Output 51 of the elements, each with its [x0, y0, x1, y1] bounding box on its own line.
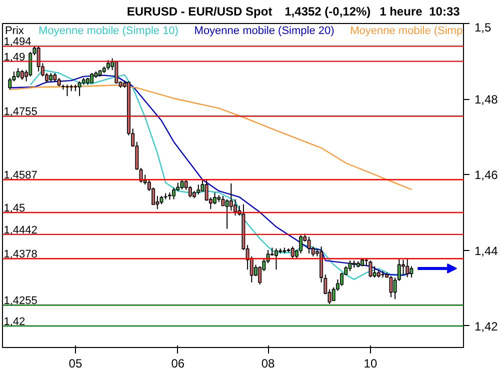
y-tick-label: 1,48: [474, 92, 498, 107]
text: 10:33: [429, 4, 460, 18]
text: Moyenne mobile (Simple 10): [38, 25, 178, 38]
ref-line-label: 1,4755: [4, 106, 38, 118]
candlestick: [221, 195, 225, 206]
ref-line-label: 1,4442: [4, 224, 38, 236]
ref-line-label: 1,45: [4, 202, 26, 215]
ref-line-label: 1,4378: [4, 248, 38, 261]
text: Moyenne mobile (Simp: [350, 25, 463, 38]
candlestick: [389, 276, 393, 298]
y-tick-label: 1,44: [474, 244, 498, 258]
y-axis-title: Prix: [4, 25, 24, 38]
y-tick-label: 1,5: [474, 20, 492, 34]
candlestick: [8, 77, 12, 90]
text: 1,4352 (-0,12%): [284, 4, 371, 18]
text: Moyenne mobile (Simple 20): [194, 25, 334, 38]
ref-line-label: 1,4255: [4, 295, 38, 308]
x-tick-label: 10: [364, 356, 378, 370]
candlestick: [180, 180, 184, 190]
candlestick: [16, 68, 20, 78]
chart-title: EURUSD - EUR/USD Spot: [126, 4, 272, 18]
candlestick: [213, 192, 216, 205]
candlestick: [229, 182, 233, 212]
ref-line-label: 1,42: [4, 316, 26, 328]
candlestick: [234, 198, 237, 216]
candlestick: [406, 258, 410, 278]
text: 1 heure: [380, 4, 423, 18]
ref-line-label: 1,4587: [4, 170, 38, 182]
candlestick: [20, 70, 24, 80]
x-tick-label: 06: [171, 356, 185, 370]
y-tick-label: 1,42: [474, 319, 498, 334]
candlestick: [368, 260, 372, 278]
ref-line-label: 1,494: [4, 36, 32, 48]
candlestick: [410, 266, 414, 278]
ref-line-label: 1,49: [4, 51, 26, 64]
x-tick-label: 05: [68, 356, 82, 370]
candlestick: [274, 248, 278, 270]
candlestick: [172, 187, 176, 200]
y-tick-label: 1,46: [474, 168, 498, 182]
candlestick: [225, 198, 229, 230]
candlestick: [290, 246, 294, 259]
candlestick: [372, 266, 376, 278]
candlestick: [196, 184, 200, 195]
candlestick: [90, 72, 94, 84]
candlestick: [106, 60, 110, 70]
candlestick: [78, 80, 82, 97]
x-tick-label: 08: [261, 356, 276, 370]
candlestick: [66, 84, 69, 97]
candlestick: [299, 234, 303, 254]
candlestick: [307, 236, 311, 254]
candlestick: [36, 45, 40, 72]
